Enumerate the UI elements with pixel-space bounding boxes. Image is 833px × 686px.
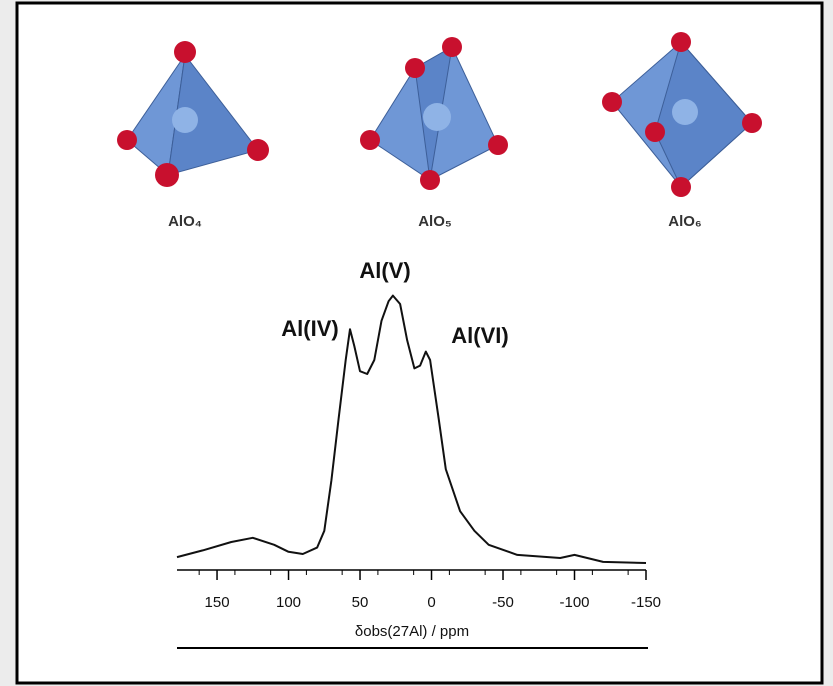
peak-annotation: Al(VI) (451, 323, 508, 348)
structure-label: AlO₄ (168, 213, 202, 230)
x-tick-label: 100 (276, 594, 301, 611)
x-tick-label: -100 (559, 594, 589, 611)
x-tick-label: 0 (427, 594, 435, 611)
x-tick-label: -150 (631, 594, 661, 611)
peak-annotation: Al(IV) (281, 316, 338, 341)
structure-label: AlO₅ (418, 213, 452, 230)
x-axis-label: δobs(27Al) / ppm (355, 623, 469, 640)
figure: AlO₄ AlO₅ AlO₆ δobs(27Al) / ppm 150 100 50… (0, 0, 833, 686)
x-tick-label: -50 (492, 594, 514, 611)
x-tick-label: 50 (352, 594, 369, 611)
x-tick-label: 150 (205, 594, 230, 611)
structure-label: AlO₆ (668, 213, 701, 230)
peak-annotation: Al(V) (359, 258, 410, 283)
